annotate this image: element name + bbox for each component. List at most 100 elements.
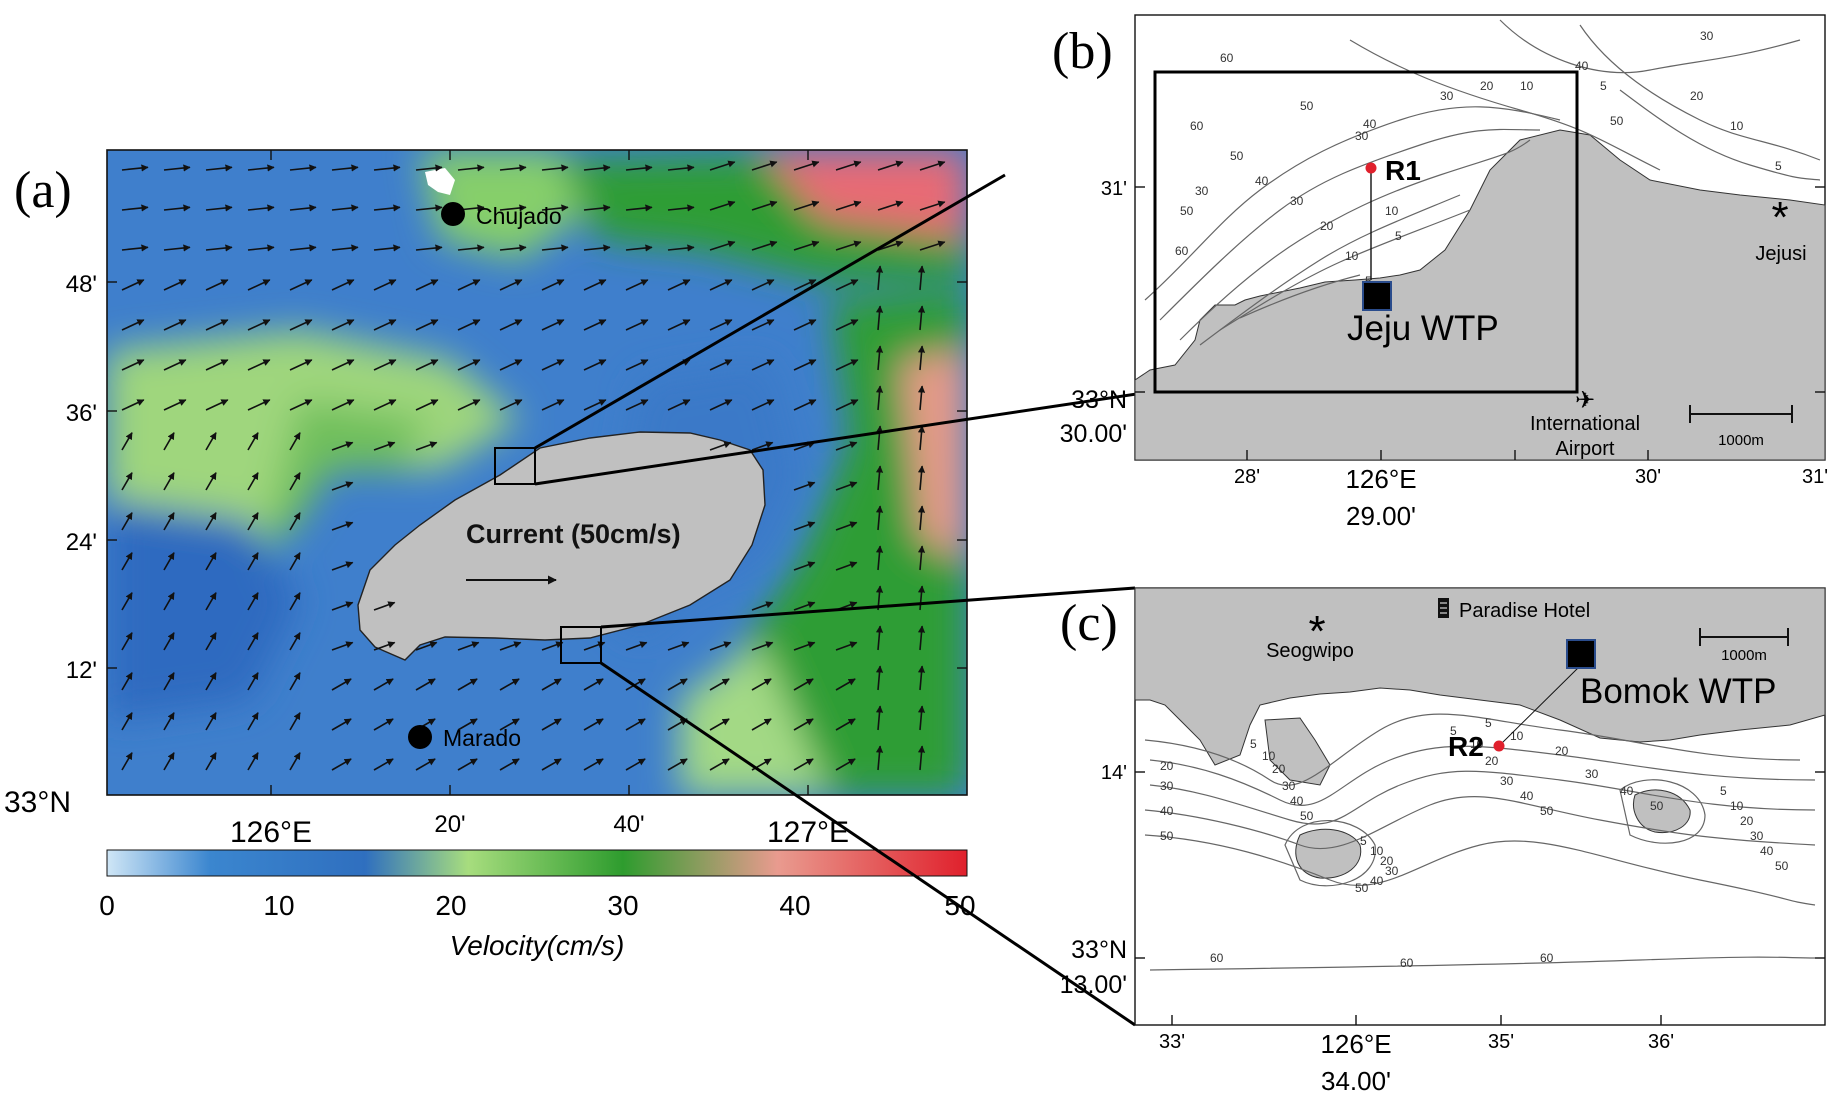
velocity-arrow bbox=[583, 164, 611, 172]
velocity-arrow bbox=[583, 204, 611, 212]
velocity-arrow bbox=[875, 265, 884, 291]
velocity-arrow bbox=[373, 244, 401, 252]
panel-c-label: (c) bbox=[1060, 595, 1118, 652]
contour-label: 30 bbox=[1700, 29, 1714, 43]
velocity-arrow bbox=[499, 678, 520, 691]
contour-label: 40 bbox=[1575, 59, 1589, 73]
velocity-arrow bbox=[835, 319, 859, 331]
velocity-arrow bbox=[751, 601, 774, 611]
panel-c-islet-east bbox=[1633, 789, 1691, 834]
panel-b-lon-sub: 29.00' bbox=[1346, 501, 1416, 531]
velocity-arrow bbox=[499, 279, 523, 291]
velocity-arrow bbox=[331, 718, 352, 731]
velocity-arrow bbox=[121, 752, 133, 771]
velocity-arrow bbox=[709, 200, 736, 211]
velocity-arrow bbox=[625, 718, 646, 731]
velocity-arrow bbox=[875, 305, 884, 331]
velocity-arrow bbox=[877, 200, 904, 211]
velocity-arrow bbox=[835, 561, 858, 571]
velocity-arrow bbox=[709, 678, 730, 691]
velocity-arrow bbox=[415, 758, 436, 771]
velocity-arrow bbox=[499, 204, 527, 212]
contour-label: 30 bbox=[1385, 864, 1399, 878]
velocity-arrow bbox=[457, 164, 485, 172]
velocity-arrow bbox=[917, 665, 926, 691]
panel-c-lat-origin: 33°N bbox=[1071, 936, 1127, 964]
panel-b-lon-tick: 31' bbox=[1802, 466, 1828, 488]
velocity-arrow bbox=[875, 625, 884, 651]
contour-label: 5 bbox=[1450, 724, 1457, 738]
velocity-arrow bbox=[163, 359, 187, 371]
velocity-arrow bbox=[289, 512, 301, 531]
colorbar bbox=[106, 849, 968, 877]
velocity-arrow bbox=[163, 712, 175, 731]
velocity-arrow bbox=[205, 632, 217, 651]
velocity-arrow bbox=[919, 200, 946, 211]
jeju-wtp-marker bbox=[1362, 281, 1392, 311]
velocity-arrow bbox=[751, 678, 772, 691]
panel-b-lat-tick: 31' bbox=[1101, 178, 1127, 200]
velocity-arrow bbox=[457, 758, 478, 771]
velocity-arrow bbox=[709, 160, 736, 171]
colorbar-tick: 10 bbox=[263, 890, 294, 921]
contour-label: 60 bbox=[1190, 119, 1204, 133]
velocity-arrow bbox=[541, 678, 562, 691]
contour-label: 60 bbox=[1210, 951, 1224, 965]
velocity-arrow bbox=[751, 279, 775, 291]
panel-b-scale-label: 1000m bbox=[1718, 432, 1764, 449]
contour-label: 40 bbox=[1363, 117, 1377, 131]
velocity-arrow bbox=[835, 359, 859, 371]
velocity-arrow bbox=[751, 718, 772, 731]
panel-b-lat-origin: 33°N bbox=[1071, 386, 1127, 414]
velocity-arrow bbox=[583, 758, 604, 771]
velocity-arrow bbox=[289, 399, 313, 411]
lon-tick-20: 20' bbox=[434, 811, 465, 838]
contour-label: 40 bbox=[1760, 844, 1774, 858]
velocity-arrow bbox=[835, 718, 856, 731]
lon-tick-40: 40' bbox=[613, 811, 644, 838]
contour-label: 60 bbox=[1175, 244, 1189, 258]
velocity-arrow bbox=[917, 505, 926, 531]
velocity-arrow bbox=[289, 632, 301, 651]
velocity-arrow bbox=[415, 279, 439, 291]
current-legend-label: Current (50cm/s) bbox=[466, 519, 681, 549]
velocity-arrow bbox=[541, 399, 565, 411]
contour-label: 40 bbox=[1620, 784, 1634, 798]
velocity-arrow bbox=[667, 319, 691, 331]
velocity-arrow bbox=[835, 279, 859, 291]
r1-marker bbox=[1365, 162, 1377, 174]
contour-label: 5 bbox=[1600, 79, 1607, 93]
velocity-arrow bbox=[247, 359, 271, 371]
r2-marker bbox=[1493, 740, 1505, 752]
marado-marker bbox=[408, 725, 432, 749]
velocity-arrow bbox=[625, 359, 649, 371]
velocity-arrow bbox=[415, 319, 439, 331]
velocity-arrow bbox=[163, 204, 191, 212]
velocity-arrow bbox=[835, 240, 862, 251]
velocity-arrow bbox=[121, 244, 149, 252]
contour-label: 5 bbox=[1395, 229, 1402, 243]
contour-label: 50 bbox=[1160, 829, 1174, 843]
velocity-arrow bbox=[163, 552, 175, 571]
velocity-arrow bbox=[751, 319, 775, 331]
velocity-arrow bbox=[373, 441, 396, 451]
velocity-arrow bbox=[667, 244, 695, 252]
velocity-arrow bbox=[835, 678, 856, 691]
contour-label: 60 bbox=[1220, 51, 1234, 65]
r2-label: R2 bbox=[1448, 731, 1484, 762]
velocity-arrow bbox=[205, 359, 229, 371]
velocity-arrow bbox=[875, 465, 884, 491]
panel-c-lat-tick: 14' bbox=[1101, 762, 1127, 784]
velocity-arrow bbox=[835, 481, 858, 491]
marado-label: Marado bbox=[443, 725, 521, 751]
velocity-arrow bbox=[121, 512, 133, 531]
contour-label: 30 bbox=[1160, 779, 1174, 793]
contour-label: 50 bbox=[1230, 149, 1244, 163]
velocity-arrow bbox=[793, 678, 814, 691]
velocity-arrow bbox=[247, 712, 259, 731]
velocity-arrow bbox=[917, 345, 926, 371]
velocity-arrow bbox=[625, 678, 646, 691]
panel-c-islet bbox=[1295, 828, 1362, 879]
velocity-arrow bbox=[709, 399, 733, 411]
